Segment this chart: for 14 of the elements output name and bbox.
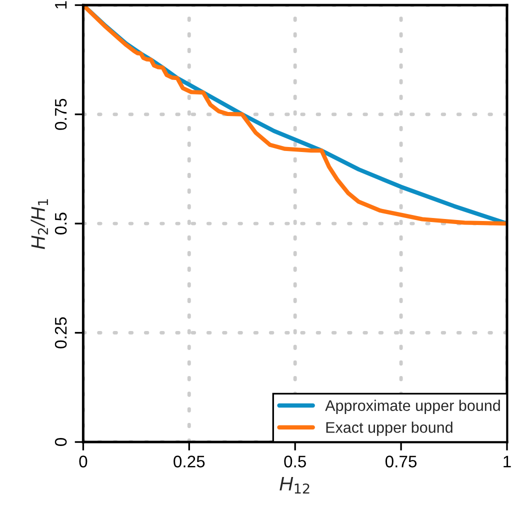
y-axis-title: H$_{2}$/H$_{1}$ (30, 199, 48, 250)
y-tick-label: 0 (54, 438, 67, 446)
x-axis-title: H$_{12}$ (280, 476, 310, 494)
y-tick-label: 0.75 (54, 98, 67, 130)
x-tick-label: 1 (504, 456, 511, 468)
legend-label: Approximate upper bound (325, 400, 500, 414)
y-tick-label: 1 (55, 1, 67, 8)
legend-label: Exact upper bound (326, 422, 452, 436)
x-tick-label: 0.5 (284, 456, 306, 468)
x-tick-label: 0.75 (385, 456, 417, 468)
y-tick-label: 0.5 (54, 212, 67, 234)
x-tick-label: 0.25 (174, 456, 205, 468)
x-tick-label: 0 (79, 456, 88, 468)
y-tick-label: 0.25 (54, 317, 67, 348)
